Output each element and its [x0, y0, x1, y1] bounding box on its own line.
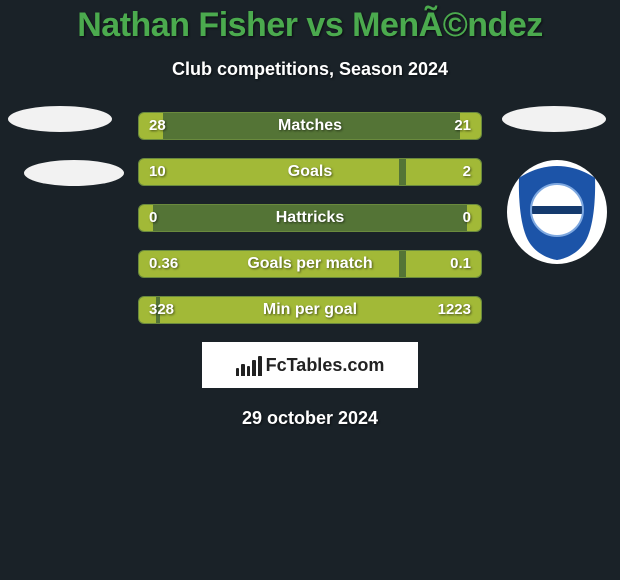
logo-bar-icon [236, 368, 240, 376]
stat-value-right: 1223 [438, 297, 471, 323]
stat-label: Min per goal [139, 297, 481, 323]
stat-value-right: 2 [463, 159, 471, 185]
comparison-area: Matches28 21 Goals10 2 Hattricks0 0 Goals per … [0, 112, 620, 429]
chart-icon [236, 354, 262, 376]
stat-label: Goals [139, 159, 481, 185]
stat-value-right: 21 [454, 113, 471, 139]
stat-row: Matches28 21 [138, 112, 482, 140]
stat-label: Matches [139, 113, 481, 139]
logo-bar-icon [258, 356, 262, 376]
fctables-logo-box: FcTables.com [202, 342, 418, 388]
stat-label: Goals per match [139, 251, 481, 277]
page-title: Nathan Fisher vs MenÃ©ndez [0, 6, 620, 45]
logo-bar-icon [241, 364, 245, 376]
stat-bars: Matches28 21 Goals10 2 Hattricks0 0 Goals per … [138, 112, 482, 324]
stat-row: Hattricks0 0 [138, 204, 482, 232]
left-badge-1 [8, 106, 112, 132]
club-crest [507, 160, 607, 264]
stat-value-left: 10 [149, 159, 166, 185]
date-label: 29 october 2024 [0, 408, 620, 429]
stat-row: Min per goal328 1223 [138, 296, 482, 324]
stat-value-right: 0 [463, 205, 471, 231]
stat-label: Hattricks [139, 205, 481, 231]
stat-row: Goals10 2 [138, 158, 482, 186]
stat-value-left: 328 [149, 297, 174, 323]
stat-value-right: 0.1 [450, 251, 471, 277]
logo-bar-icon [247, 366, 251, 376]
stat-value-left: 28 [149, 113, 166, 139]
logo-text: FcTables.com [266, 355, 385, 376]
right-badge-1 [502, 106, 606, 132]
left-badge-2 [24, 160, 124, 186]
subtitle: Club competitions, Season 2024 [0, 59, 620, 80]
stat-value-left: 0 [149, 205, 157, 231]
logo-bar-icon [252, 360, 256, 376]
right-player-badges [502, 106, 612, 264]
stat-row: Goals per match0.36 0.1 [138, 250, 482, 278]
left-player-badges [8, 106, 118, 214]
stat-value-left: 0.36 [149, 251, 178, 277]
